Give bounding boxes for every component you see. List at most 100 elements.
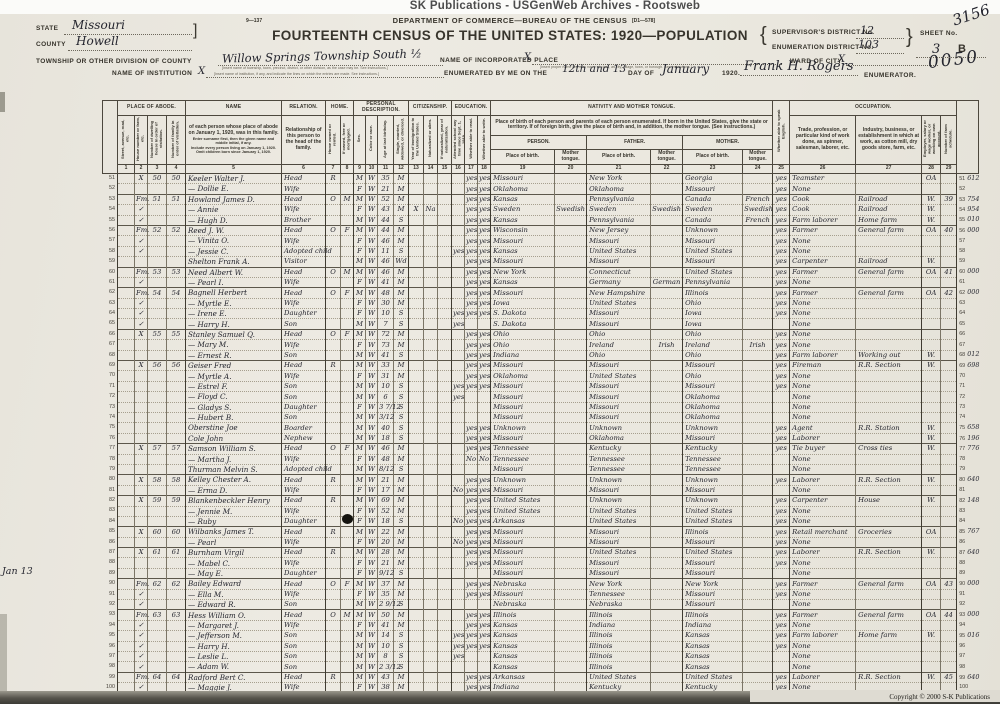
naturalization-year [437, 526, 453, 538]
able-to-read [464, 464, 479, 476]
occupation: Cook [789, 204, 857, 216]
farm-schedule [940, 454, 958, 465]
relation: Adopted child [281, 246, 332, 258]
place-of-birth: S. Dakota [490, 318, 556, 330]
employer-class [921, 661, 942, 673]
attended-school: yes [451, 381, 466, 393]
right-line-number: 69 698 [957, 361, 979, 371]
marital-status: M [393, 193, 410, 206]
home-mortgage: F [340, 578, 355, 590]
able-to-write: yes [477, 246, 492, 258]
employer-class: W. [921, 495, 942, 507]
abode-mark: X [134, 474, 148, 486]
line-number: 99 [102, 672, 118, 683]
line-number: 93 [102, 609, 118, 621]
speaks-english [772, 402, 791, 414]
family-number [166, 308, 186, 320]
able-to-write [477, 661, 492, 673]
employer-class: OA [921, 224, 942, 237]
occupation: None [789, 516, 857, 528]
col-able-read: Whether able to read. [464, 114, 479, 166]
mother-mother-tongue [742, 256, 774, 268]
family-number [166, 422, 186, 434]
speaks-english: yes [772, 506, 791, 517]
family-number [166, 246, 186, 258]
name: — Annie [185, 204, 282, 216]
father-place-of-birth: Tennessee [586, 454, 652, 465]
street-cell [117, 224, 135, 237]
able-to-read: No [464, 454, 479, 465]
speaks-english: yes [772, 215, 791, 226]
mother-tongue [554, 370, 588, 382]
dwelling-number [147, 641, 167, 652]
attended-school [451, 599, 466, 611]
attended-school: yes [451, 630, 466, 642]
attended-school [451, 328, 466, 341]
mother-mother-tongue [742, 433, 774, 445]
family-number [166, 599, 186, 611]
column-number: 23 [682, 164, 744, 174]
relation: Son [281, 661, 326, 673]
abode-mark: ✓ [134, 277, 148, 289]
color-race: W [365, 630, 379, 642]
attended-school [451, 526, 466, 538]
father-mother-tongue [650, 266, 684, 278]
naturalization-year [437, 328, 453, 341]
margin-pencil-number: 196 [967, 433, 980, 442]
street-cell [117, 402, 135, 414]
dwelling-number [147, 620, 167, 632]
home-owned [325, 339, 341, 351]
mother-tongue [554, 246, 588, 258]
naturalized [423, 391, 439, 403]
naturalized [423, 641, 439, 652]
father-mother-tongue [650, 599, 684, 611]
abode-mark: ✓ [134, 599, 148, 611]
right-line-number: 82 148 [957, 496, 979, 506]
dotted-line [68, 49, 192, 51]
margin-pencil-number: 767 [967, 527, 980, 536]
employer-class [921, 537, 942, 549]
sex: F [353, 506, 367, 517]
margin-pencil-number: 016 [967, 630, 980, 639]
line-number: 68 [102, 350, 118, 361]
census-row: 89— May E. Daughter F W 9/12 S Missouri Missour… [102, 568, 979, 580]
farm-schedule [940, 328, 958, 341]
color-race: W [365, 256, 379, 268]
age: 18 [377, 516, 395, 528]
occupation: None [789, 464, 857, 476]
right-line-number: 60 000 [957, 267, 979, 277]
person-mt-header: Mother tongue. [554, 148, 588, 166]
industry: Home farm [855, 215, 923, 226]
family-number [166, 464, 186, 476]
group-citizenship: CITIZENSHIP. [408, 100, 453, 116]
relation: Wife [281, 298, 326, 310]
naturalization-year [437, 391, 453, 403]
mother-place-of-birth: Kansas [682, 651, 744, 663]
attended-school [451, 422, 466, 434]
mother-mother-tongue [742, 568, 774, 580]
able-to-read: yes [464, 224, 479, 237]
immigration-year [408, 308, 425, 320]
father-place-of-birth: Illinois [586, 661, 652, 673]
mother-place-of-birth: Unknown [682, 422, 744, 434]
name: Bailey Edward [185, 578, 282, 590]
marital-status: M [393, 235, 410, 247]
street-cell [117, 391, 135, 403]
sex: F [353, 537, 367, 549]
right-line-number-print: 94 [959, 622, 966, 629]
able-to-write: yes [477, 266, 492, 278]
age: 7 [377, 318, 395, 330]
marital-status: M [393, 609, 410, 621]
attended-school [451, 360, 466, 372]
occupation: Farm laborer [789, 630, 857, 642]
farm-schedule [940, 350, 958, 362]
naturalization-year [437, 350, 453, 362]
relation: Head [281, 266, 326, 278]
home-owned [325, 350, 341, 362]
father-mother-tongue [650, 235, 684, 247]
